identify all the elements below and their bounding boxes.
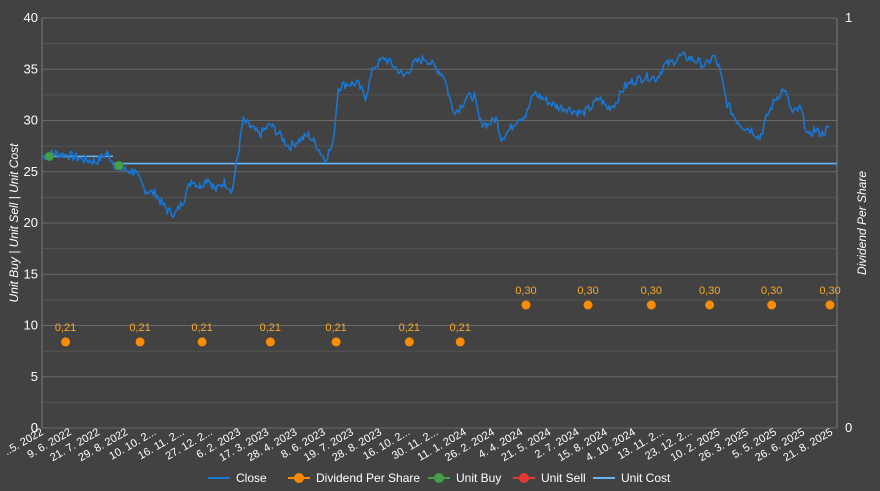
legend-item[interactable]: Close bbox=[208, 471, 267, 485]
y-tick-label: 5 bbox=[31, 369, 38, 384]
y-tick-label: 30 bbox=[24, 113, 38, 128]
dividend-label: 0,21 bbox=[129, 322, 150, 334]
dividend-point bbox=[135, 337, 145, 347]
legend-item[interactable]: Unit Cost bbox=[593, 471, 671, 485]
y2-axis-label: Dividend Per Share bbox=[855, 171, 869, 275]
legend-item[interactable]: Unit Buy bbox=[428, 471, 501, 485]
unit-buy-point bbox=[114, 160, 124, 171]
y-tick-label: 20 bbox=[24, 215, 38, 230]
y-axis-ticks: 0 5 10 15 20 25 30 35 40 bbox=[24, 10, 38, 435]
dividend-label: 0,30 bbox=[577, 285, 598, 297]
y2-tick-label: 1 bbox=[845, 10, 852, 25]
legend: Close Dividend Per Share Unit Buy Unit Sell… bbox=[208, 471, 671, 485]
legend-label: Unit Buy bbox=[456, 471, 501, 485]
y2-axis-ticks: 01 bbox=[845, 10, 852, 435]
legend-label: Unit Sell bbox=[541, 471, 586, 485]
y-tick-label: 35 bbox=[24, 61, 38, 76]
dividend-label: 0,30 bbox=[641, 285, 662, 297]
dividend-point bbox=[646, 300, 656, 310]
dividend-label: 0,30 bbox=[699, 285, 720, 297]
y-tick-label: 10 bbox=[24, 318, 38, 333]
dividend-label: 0,21 bbox=[191, 322, 212, 334]
dividend-label: 0,21 bbox=[55, 322, 76, 334]
legend-item[interactable]: Dividend Per Share bbox=[288, 471, 420, 485]
dividend-point bbox=[583, 300, 593, 310]
dividend-label: 0,30 bbox=[515, 285, 536, 297]
legend-item[interactable]: Unit Sell bbox=[513, 471, 586, 485]
legend-label: Close bbox=[236, 471, 267, 485]
dividend-point bbox=[825, 300, 835, 310]
dividend-point bbox=[61, 337, 71, 347]
y-tick-label: 0 bbox=[31, 420, 38, 435]
y-axis-label: Unit Buy | Unit Sell | Unit Cost bbox=[7, 143, 21, 303]
dividend-series: 0,21 0,21 0,21 0,21 0,21 0,21 0,21 0,30 0,30 0,30… bbox=[55, 285, 841, 347]
dividend-point bbox=[404, 337, 414, 347]
dividend-label: 0,21 bbox=[325, 322, 346, 334]
legend-swatch-dot bbox=[434, 473, 444, 483]
close-series-line bbox=[42, 52, 829, 217]
y-tick-label: 25 bbox=[24, 164, 38, 179]
grid-lines bbox=[41, 17, 838, 429]
y2-tick-label: 0 bbox=[845, 420, 852, 435]
dividend-point bbox=[455, 337, 465, 347]
dividend-point bbox=[265, 337, 275, 347]
y-tick-label: 15 bbox=[24, 266, 38, 281]
dividend-label: 0,21 bbox=[399, 322, 420, 334]
legend-label: Dividend Per Share bbox=[316, 471, 420, 485]
dividend-label: 0,21 bbox=[450, 322, 471, 334]
dividend-point bbox=[767, 300, 777, 310]
dividend-point bbox=[197, 337, 207, 347]
dividend-label: 0,30 bbox=[819, 285, 840, 297]
dividend-point bbox=[705, 300, 715, 310]
unit-buy-series bbox=[44, 151, 124, 171]
y-tick-label: 40 bbox=[24, 10, 38, 25]
dividend-label: 0,21 bbox=[260, 322, 281, 334]
dividend-label: 0,30 bbox=[761, 285, 782, 297]
dividend-point bbox=[331, 337, 341, 347]
legend-swatch-dot bbox=[519, 473, 529, 483]
unit-cost-series bbox=[42, 155, 837, 165]
legend-label: Unit Cost bbox=[621, 471, 671, 485]
dividend-point bbox=[521, 300, 531, 310]
legend-swatch-dot bbox=[294, 473, 304, 483]
unit-buy-point bbox=[44, 151, 55, 162]
